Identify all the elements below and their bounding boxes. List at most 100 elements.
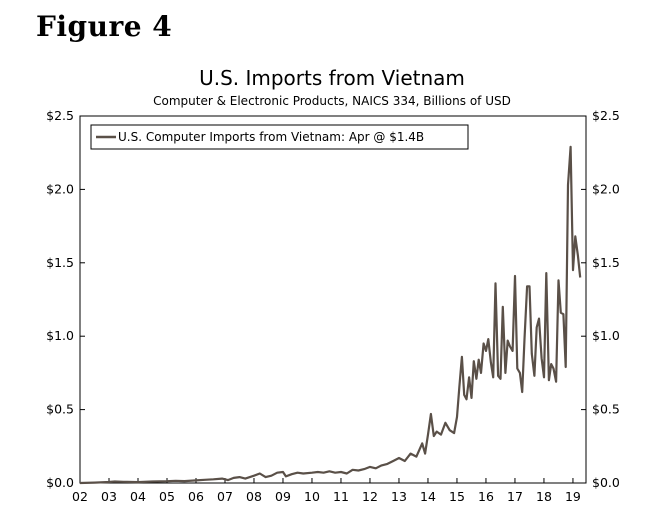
data-point — [282, 471, 284, 473]
data-point — [555, 381, 557, 383]
data-point — [392, 460, 394, 462]
x-tick-label: 19 — [565, 489, 581, 504]
data-point — [456, 416, 458, 418]
data-point — [538, 317, 540, 319]
data-point — [567, 184, 569, 186]
x-tick-label: 09 — [275, 489, 291, 504]
data-point — [514, 275, 516, 277]
data-point — [114, 480, 116, 482]
data-point — [526, 285, 528, 287]
data-point — [565, 366, 567, 368]
x-tick-label: 18 — [536, 489, 552, 504]
data-point — [259, 472, 261, 474]
data-point — [302, 472, 304, 474]
chart-subtitle: Computer & Electronic Products, NAICS 33… — [153, 94, 511, 108]
y-axis-left: $0.0 $0.5 $1.0 $1.5 $2.0 $2.5 — [46, 108, 85, 490]
data-point — [569, 146, 571, 148]
chart-title: U.S. Imports from Vietnam — [199, 66, 465, 90]
y-tick-label-left: $2.0 — [46, 181, 74, 196]
data-point — [523, 338, 525, 340]
data-point — [465, 398, 467, 400]
data-point — [212, 478, 214, 480]
data-point — [328, 470, 330, 472]
legend: U.S. Computer Imports from Vietnam: Apr … — [90, 124, 469, 150]
y-tick-label-right: $0.5 — [592, 402, 620, 417]
data-point — [490, 361, 492, 363]
data-point — [560, 312, 562, 314]
data-point — [473, 360, 475, 362]
data-point — [552, 367, 554, 369]
data-point — [480, 372, 482, 374]
x-tick-label: 16 — [478, 489, 494, 504]
data-point — [204, 479, 206, 481]
data-point — [424, 452, 426, 454]
data-point — [453, 432, 455, 434]
data-point — [351, 469, 353, 471]
x-tick-label: 06 — [188, 489, 204, 504]
data-point — [93, 481, 95, 483]
data-point — [386, 463, 388, 465]
data-point — [433, 435, 435, 437]
y-tick-label-left: $1.0 — [46, 328, 74, 343]
data-point — [475, 378, 477, 380]
y-tick-label-right: $2.5 — [592, 108, 620, 123]
data-point — [311, 472, 313, 474]
data-point — [507, 339, 509, 341]
data-point — [409, 452, 411, 454]
y-tick-label-left: $0.5 — [46, 402, 74, 417]
data-point — [536, 326, 538, 328]
data-point — [499, 378, 501, 380]
data-point — [264, 476, 266, 478]
x-tick-label: 02 — [72, 489, 88, 504]
x-tick-label: 11 — [333, 489, 349, 504]
data-point — [574, 235, 576, 237]
data-point — [166, 480, 168, 482]
data-point — [511, 350, 513, 352]
data-point — [253, 475, 255, 477]
data-point — [458, 386, 460, 388]
data-point — [415, 455, 417, 457]
data-point — [485, 350, 487, 352]
data-point — [461, 356, 463, 358]
data-point — [334, 472, 336, 474]
data-point — [122, 481, 124, 483]
plot-frame — [79, 115, 587, 484]
data-point — [380, 464, 382, 466]
data-point — [79, 482, 81, 484]
x-tick-label: 04 — [130, 489, 146, 504]
data-point — [543, 376, 545, 378]
data-point — [533, 375, 535, 377]
data-point — [562, 313, 564, 315]
series-line — [79, 145, 582, 485]
data-point — [509, 345, 511, 347]
series-points — [79, 146, 582, 485]
data-point — [519, 372, 521, 374]
x-tick-label: 17 — [507, 489, 523, 504]
data-point — [108, 481, 110, 483]
data-point — [183, 480, 185, 482]
data-point — [487, 338, 489, 340]
y-tick-label-right: $2.0 — [592, 181, 620, 196]
y-tick-label-left: $2.5 — [46, 108, 74, 123]
data-point — [340, 471, 342, 473]
data-point — [577, 254, 579, 256]
data-point — [221, 477, 223, 479]
data-point — [195, 479, 197, 481]
data-point — [238, 476, 240, 478]
data-point — [557, 279, 559, 281]
data-point — [540, 357, 542, 359]
data-point — [579, 276, 581, 278]
data-point — [516, 367, 518, 369]
data-point — [233, 477, 235, 479]
data-point — [430, 413, 432, 415]
x-axis: 02 03 04 05 06 07 08 09 10 11 12 13 14 15 16 17 18 19 — [72, 478, 581, 504]
data-point — [482, 342, 484, 344]
data-point — [357, 469, 359, 471]
x-tick-label: 14 — [420, 489, 436, 504]
data-point — [375, 467, 377, 469]
data-point — [528, 285, 530, 287]
y-tick-label-right: $0.0 — [592, 475, 620, 490]
data-point — [521, 391, 523, 393]
legend-box — [90, 124, 469, 150]
